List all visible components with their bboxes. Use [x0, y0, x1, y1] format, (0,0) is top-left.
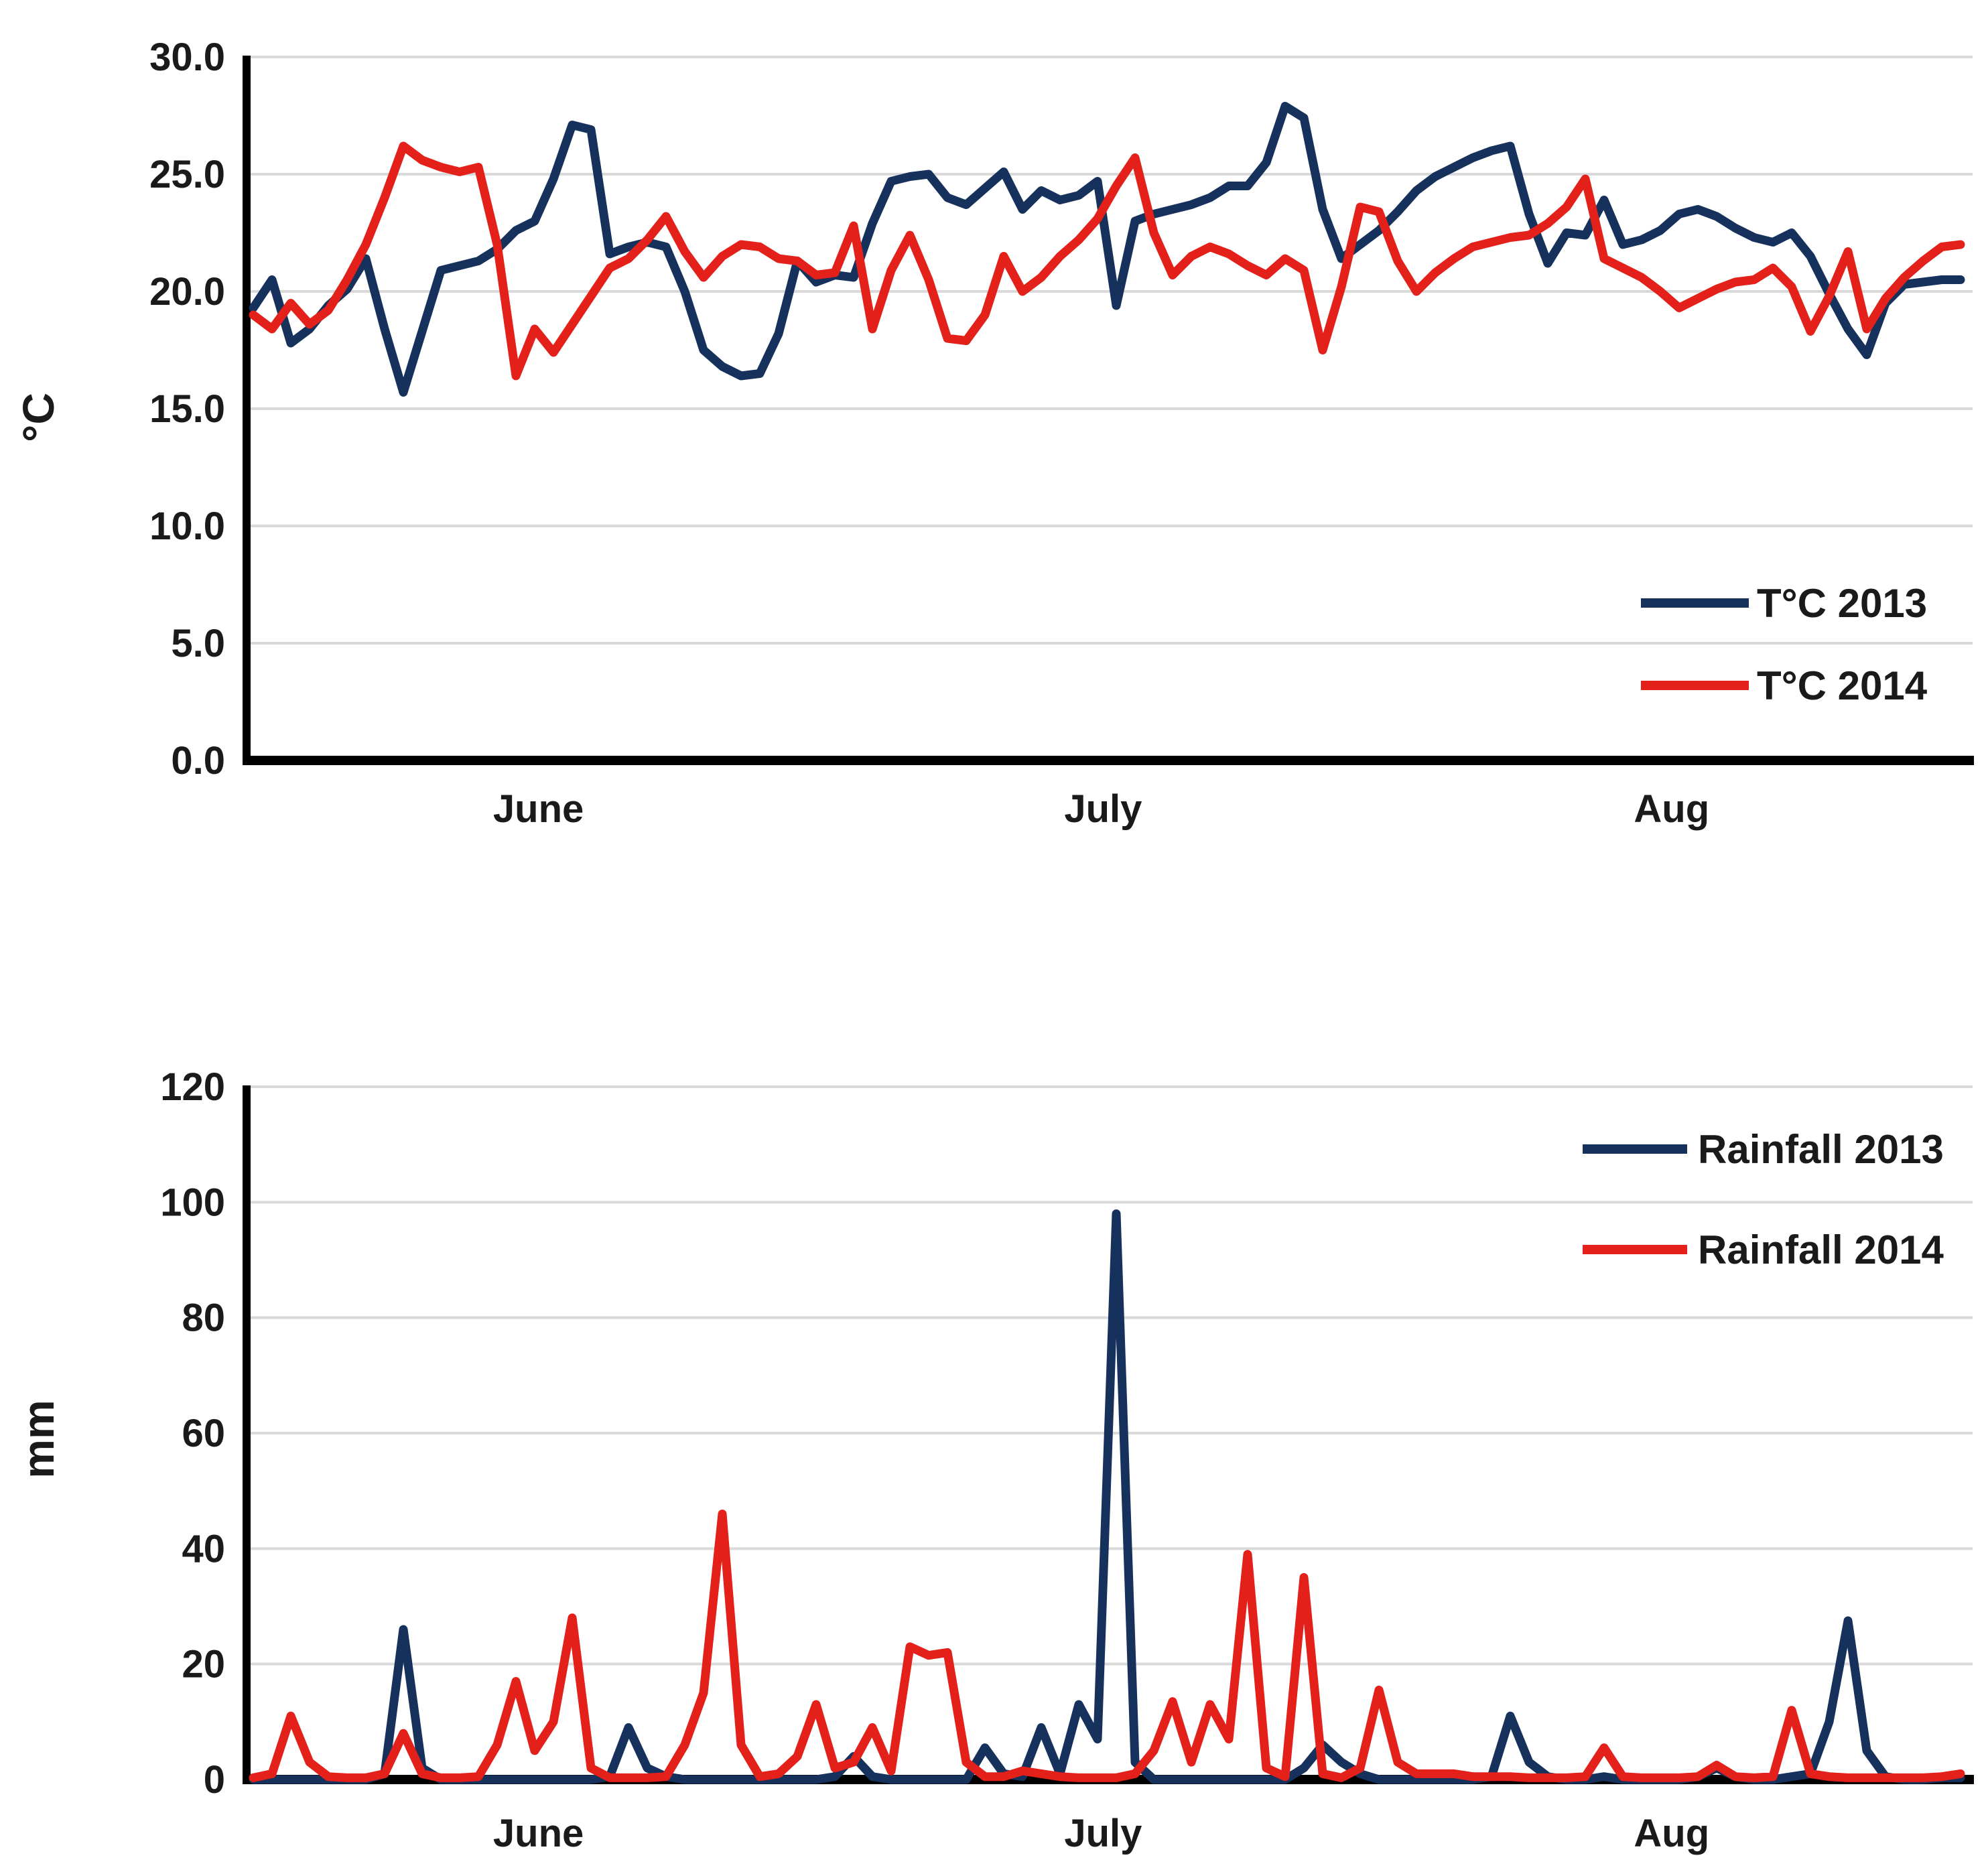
- temperature-legend-label: T°C 2013: [1757, 581, 1927, 626]
- temperature-y-tick-label: 5.0: [171, 622, 225, 665]
- temperature-x-month-label: July: [1064, 787, 1142, 831]
- rainfall-x-month-label: Aug: [1634, 1812, 1709, 1855]
- temperature-chart: 0.0 5.0 10.0 15.0 20.0 25.0 30.0 June July Aug T°C…: [149, 36, 1974, 831]
- temperature-y-tick-label: 25.0: [149, 153, 225, 196]
- temperature-y-tick-label: 20.0: [149, 270, 225, 314]
- temperature-y-tick-label: 0.0: [171, 739, 225, 783]
- rainfall-chart: 0 20 40 60 80 100 120 June July Aug Rainfall 2013 R…: [160, 1065, 1974, 1855]
- temperature-x-month-label: Aug: [1634, 787, 1709, 831]
- temperature-series-line-2013: [249, 102, 1965, 397]
- rainfall-y-tick-label: 60: [182, 1412, 225, 1455]
- rainfall-y-tick-label: 40: [182, 1527, 225, 1570]
- temperature-y-tick-label: 15.0: [149, 387, 225, 431]
- rainfall-legend-label: Rainfall 2013: [1698, 1127, 1944, 1172]
- rainfall-legend-label: Rainfall 2014: [1698, 1227, 1944, 1272]
- temperature-x-month-label: June: [493, 787, 584, 831]
- rainfall-y-tick-label: 20: [182, 1643, 225, 1686]
- rainfall-y-tick-label: 120: [160, 1065, 225, 1109]
- rainfall-series-line-2014: [249, 1510, 1965, 1782]
- rainfall-y-tick-label: 80: [182, 1296, 225, 1340]
- temperature-legend-label: T°C 2014: [1757, 663, 1928, 708]
- temperature-y-tick-label: 30.0: [149, 36, 225, 79]
- rainfall-x-month-label: July: [1064, 1812, 1142, 1855]
- temperature-series-line-2014: [249, 141, 1965, 381]
- rainfall-x-month-label: June: [493, 1812, 584, 1855]
- temperature-y-tick-label: 10.0: [149, 505, 225, 548]
- temp-y-axis-title: °C: [13, 392, 63, 443]
- rainfall-y-tick-label: 100: [160, 1181, 225, 1224]
- rainfall-y-tick-label: 0: [204, 1758, 225, 1802]
- rain-y-axis-title: mm: [13, 1400, 63, 1479]
